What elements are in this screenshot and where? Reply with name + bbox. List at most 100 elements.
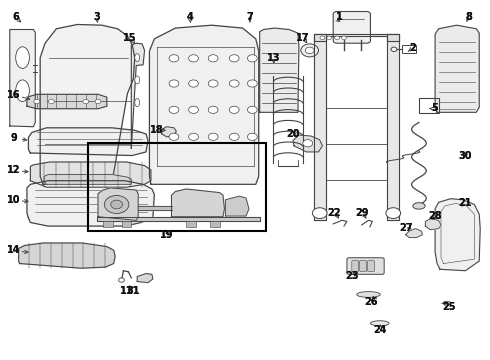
Polygon shape <box>260 28 299 112</box>
Text: 5: 5 <box>432 103 439 113</box>
Circle shape <box>169 133 179 140</box>
Text: 6: 6 <box>12 12 19 22</box>
Text: 1: 1 <box>336 12 343 22</box>
Text: 5: 5 <box>432 103 439 113</box>
Ellipse shape <box>443 301 451 305</box>
FancyBboxPatch shape <box>368 261 374 271</box>
Ellipse shape <box>16 47 29 68</box>
Ellipse shape <box>135 76 140 84</box>
Text: 30: 30 <box>459 150 472 161</box>
Text: 27: 27 <box>399 222 413 233</box>
Circle shape <box>229 106 239 113</box>
Polygon shape <box>149 25 259 184</box>
Text: 25: 25 <box>442 302 456 312</box>
Bar <box>419 98 439 113</box>
Ellipse shape <box>370 321 389 326</box>
Circle shape <box>327 36 332 40</box>
Text: 2: 2 <box>410 42 416 53</box>
Text: 13: 13 <box>267 53 280 63</box>
Text: 7: 7 <box>246 12 253 22</box>
Circle shape <box>208 106 218 113</box>
Polygon shape <box>28 128 148 156</box>
Text: 28: 28 <box>428 211 442 221</box>
Polygon shape <box>27 94 107 109</box>
Circle shape <box>189 80 198 87</box>
Text: 29: 29 <box>355 208 368 218</box>
Circle shape <box>169 80 179 87</box>
Text: 2: 2 <box>410 42 416 53</box>
Text: 9: 9 <box>10 132 17 143</box>
Text: 20: 20 <box>286 129 300 139</box>
Circle shape <box>301 44 318 57</box>
Polygon shape <box>435 199 480 271</box>
Text: 18: 18 <box>150 125 164 135</box>
Polygon shape <box>293 135 322 152</box>
Polygon shape <box>98 188 138 220</box>
Text: 8: 8 <box>465 12 472 22</box>
Text: 17: 17 <box>296 33 310 43</box>
Text: 10: 10 <box>7 195 21 205</box>
Text: 27: 27 <box>399 222 413 233</box>
Text: 13: 13 <box>267 53 280 63</box>
Text: 14: 14 <box>7 245 21 255</box>
Polygon shape <box>97 217 260 221</box>
Text: 12: 12 <box>7 165 21 175</box>
Circle shape <box>208 80 218 87</box>
FancyBboxPatch shape <box>347 258 384 274</box>
Circle shape <box>119 278 124 282</box>
Text: 23: 23 <box>345 271 359 282</box>
Circle shape <box>169 106 179 113</box>
Bar <box>402 45 416 53</box>
Polygon shape <box>314 34 326 220</box>
Text: 22: 22 <box>327 208 341 218</box>
Polygon shape <box>40 24 135 184</box>
Circle shape <box>189 106 198 113</box>
Circle shape <box>189 55 198 62</box>
Text: 10: 10 <box>7 195 21 205</box>
Polygon shape <box>27 181 154 226</box>
Text: 16: 16 <box>7 90 21 100</box>
Text: 31: 31 <box>126 286 140 296</box>
Text: 9: 9 <box>10 132 17 143</box>
Circle shape <box>83 99 89 104</box>
Text: 18: 18 <box>150 125 164 135</box>
Text: 7: 7 <box>246 12 253 22</box>
Circle shape <box>189 133 198 140</box>
Circle shape <box>229 55 239 62</box>
Text: 3: 3 <box>94 12 100 22</box>
Polygon shape <box>19 243 115 268</box>
Polygon shape <box>138 206 171 210</box>
Text: 24: 24 <box>373 325 387 336</box>
Polygon shape <box>406 229 422 238</box>
Text: 22: 22 <box>327 208 341 218</box>
Circle shape <box>386 208 401 219</box>
Text: 21: 21 <box>458 198 471 208</box>
Text: 28: 28 <box>428 211 442 221</box>
Circle shape <box>247 55 257 62</box>
Circle shape <box>229 80 239 87</box>
Polygon shape <box>137 274 153 283</box>
Text: 26: 26 <box>365 297 378 307</box>
Text: 31: 31 <box>126 286 140 296</box>
FancyBboxPatch shape <box>352 261 359 271</box>
Circle shape <box>391 47 397 51</box>
Text: 20: 20 <box>286 129 300 139</box>
Text: 14: 14 <box>7 245 21 255</box>
Text: 11: 11 <box>120 286 133 296</box>
Ellipse shape <box>135 99 140 107</box>
Text: 1: 1 <box>336 12 343 22</box>
Text: 12: 12 <box>7 165 21 175</box>
Circle shape <box>247 133 257 140</box>
Text: 26: 26 <box>365 297 378 307</box>
Polygon shape <box>387 34 399 220</box>
Text: 19: 19 <box>160 230 173 240</box>
Circle shape <box>247 106 257 113</box>
Polygon shape <box>172 189 224 217</box>
Circle shape <box>208 133 218 140</box>
Bar <box>88 143 266 231</box>
Circle shape <box>305 47 314 54</box>
Text: 15: 15 <box>123 33 137 43</box>
Text: 11: 11 <box>120 286 133 296</box>
Polygon shape <box>162 127 176 137</box>
Polygon shape <box>186 221 196 227</box>
